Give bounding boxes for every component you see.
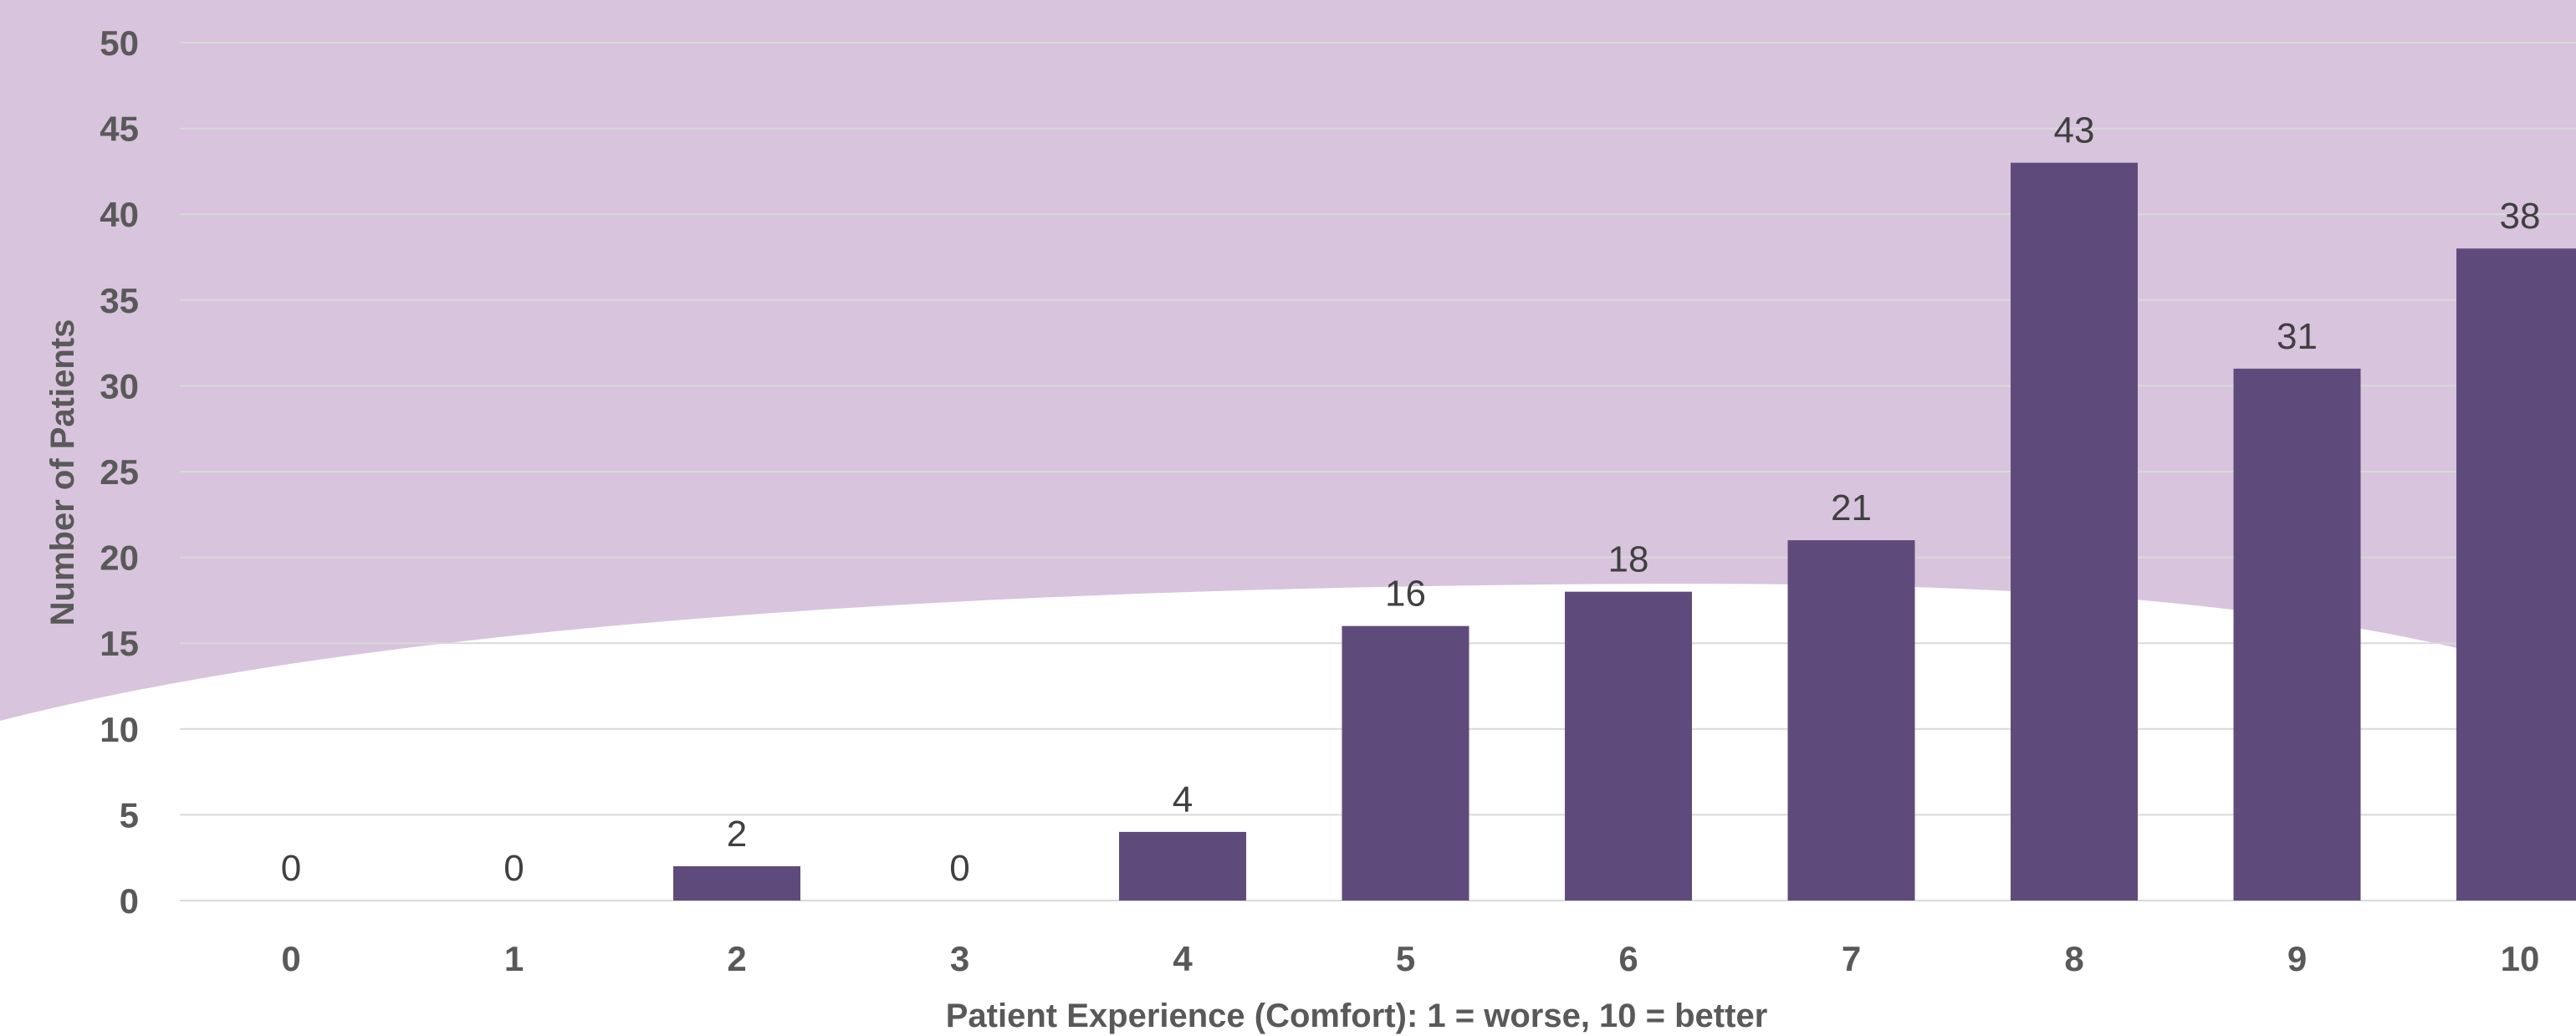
data-label: 16: [1385, 574, 1426, 615]
x-axis-ticks: 0 1 2 3 4 5 6 7 8 9 10: [281, 939, 2539, 978]
y-tick-label: 45: [100, 110, 139, 149]
x-tick-label: 1: [504, 939, 524, 978]
y-tick-label: 10: [100, 710, 139, 749]
y-tick-label: 30: [100, 366, 139, 406]
data-label: 0: [949, 848, 969, 889]
y-tick-label: 35: [100, 281, 139, 320]
bar: [1787, 540, 1915, 901]
y-axis-ticks: 0 5 10 15 20 25 30 35 40 45 50: [100, 23, 139, 921]
background-band: [0, 0, 2576, 721]
data-label: 4: [1173, 779, 1193, 820]
bar: [2011, 162, 2138, 901]
bar: [1565, 591, 1692, 901]
bar: [1119, 831, 1246, 901]
y-axis-title: Number of Patients: [44, 319, 81, 626]
x-tick-label: 7: [1842, 939, 1861, 978]
x-tick-label: 5: [1396, 939, 1415, 978]
x-tick-label: 2: [727, 939, 746, 978]
data-label: 2: [727, 814, 747, 855]
y-tick-label: 20: [100, 538, 139, 578]
y-tick-label: 0: [120, 881, 139, 921]
data-label: 21: [1831, 487, 1872, 528]
data-labels: 0 0 2 0 4 16 18 21 43 31 38: [281, 110, 2541, 889]
x-tick-label: 8: [2064, 939, 2083, 978]
data-label: 38: [2500, 196, 2541, 237]
x-axis-title: Patient Experience (Comfort): 1 = worse,…: [946, 998, 1768, 1034]
bars: [673, 162, 2576, 901]
y-tick-label: 40: [100, 195, 139, 234]
y-tick-label: 50: [100, 23, 139, 63]
bar: [1342, 625, 1469, 901]
x-tick-label: 10: [2501, 939, 2540, 978]
x-tick-label: 6: [1618, 939, 1638, 978]
y-tick-label: 15: [100, 624, 139, 663]
gridlines: [180, 42, 2576, 901]
x-tick-label: 3: [950, 939, 969, 978]
y-tick-label: 5: [120, 795, 139, 834]
x-tick-label: 9: [2287, 939, 2307, 978]
bar: [2456, 248, 2576, 901]
data-label: 31: [2277, 316, 2318, 357]
data-label: 43: [2054, 110, 2095, 151]
bar: [2233, 368, 2361, 901]
x-tick-label: 0: [281, 939, 300, 978]
bar: [673, 865, 800, 901]
y-tick-label: 25: [100, 452, 139, 492]
data-label: 0: [281, 848, 301, 889]
data-label: 18: [1608, 539, 1649, 580]
data-label: 0: [503, 848, 524, 889]
x-tick-label: 4: [1173, 939, 1193, 978]
